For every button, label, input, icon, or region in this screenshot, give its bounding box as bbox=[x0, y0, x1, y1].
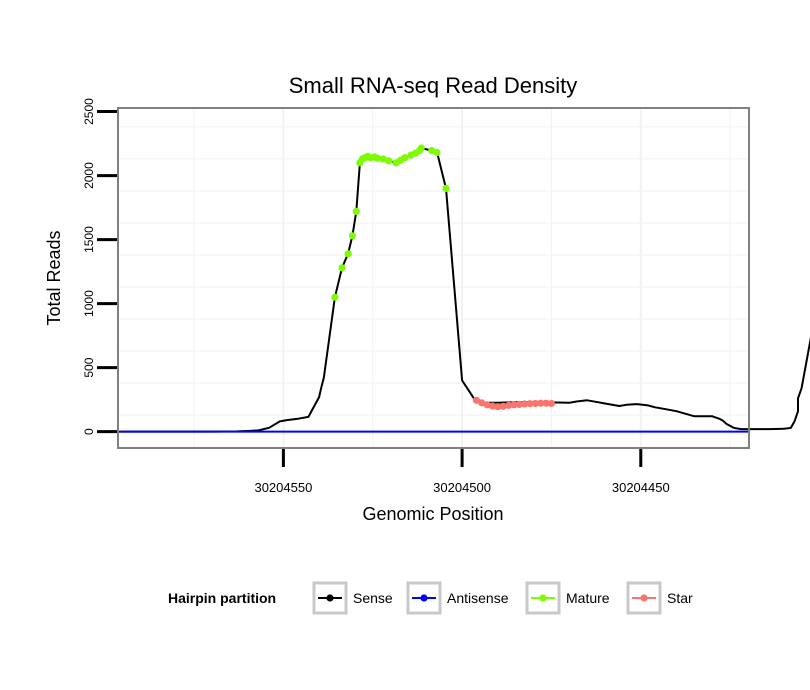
chart-title: Small RNA-seq Read Density bbox=[289, 73, 578, 98]
x-tick-label: 30204450 bbox=[612, 480, 670, 495]
x-tick-label: 30204500 bbox=[433, 480, 491, 495]
legend-label-star: Star bbox=[667, 590, 693, 606]
data-point-star bbox=[542, 399, 550, 407]
legend-label-antisense: Antisense bbox=[447, 590, 509, 606]
data-point-mature bbox=[401, 154, 409, 162]
plot-panel-border bbox=[117, 107, 750, 449]
data-point-mature bbox=[338, 264, 346, 272]
series-line-sense bbox=[119, 147, 810, 433]
data-point-mature bbox=[433, 148, 441, 157]
data-point-mature bbox=[428, 147, 436, 155]
legend-key-point bbox=[640, 594, 648, 602]
y-axis-title: Total Reads bbox=[44, 230, 64, 325]
data-point-star bbox=[483, 401, 491, 409]
data-point-mature bbox=[352, 207, 360, 215]
data-point-mature bbox=[379, 155, 387, 163]
data-point-star bbox=[510, 401, 518, 409]
data-point-star bbox=[494, 403, 502, 411]
series-layer bbox=[119, 144, 810, 433]
data-point-star bbox=[526, 400, 534, 408]
y-tick-label: 500 bbox=[82, 357, 96, 377]
x-tick-label: 30204550 bbox=[254, 480, 312, 495]
y-tick-label: 0 bbox=[82, 428, 96, 435]
data-point-star bbox=[537, 399, 545, 407]
data-point-mature bbox=[374, 154, 382, 162]
data-point-star bbox=[521, 400, 529, 408]
data-point-star bbox=[515, 400, 523, 408]
data-point-star bbox=[499, 402, 507, 410]
data-point-star bbox=[505, 401, 513, 409]
data-point-star bbox=[531, 399, 540, 408]
grid-lines bbox=[119, 109, 748, 448]
y-tick-label: 1500 bbox=[82, 226, 96, 253]
legend-label-mature: Mature bbox=[566, 590, 610, 606]
legend-key-point bbox=[420, 594, 428, 602]
legend-label-sense: Sense bbox=[353, 590, 393, 606]
legend-title: Hairpin partition bbox=[168, 590, 276, 606]
legend-key-point bbox=[326, 594, 334, 602]
legend: Hairpin partition Sense Antisense Mature Sta… bbox=[168, 581, 693, 615]
data-point-star bbox=[478, 399, 486, 407]
x-axis-title: Genomic Position bbox=[362, 504, 503, 524]
data-point-star bbox=[547, 399, 556, 408]
data-point-mature bbox=[348, 232, 356, 240]
y-tick-label: 1000 bbox=[82, 290, 96, 317]
data-point-mature bbox=[442, 184, 450, 192]
data-point-mature bbox=[385, 157, 393, 165]
y-tick-label: 2000 bbox=[82, 162, 96, 189]
axes: 0 500 1000 1500 2000 2500 30204550 30204500 3020… bbox=[82, 98, 670, 495]
data-point-mature bbox=[344, 250, 352, 258]
y-tick-label: 2500 bbox=[82, 98, 96, 125]
data-point-mature bbox=[331, 293, 339, 301]
data-point-star bbox=[488, 402, 497, 410]
data-point-mature bbox=[417, 144, 425, 152]
legend-key-point bbox=[539, 594, 547, 602]
